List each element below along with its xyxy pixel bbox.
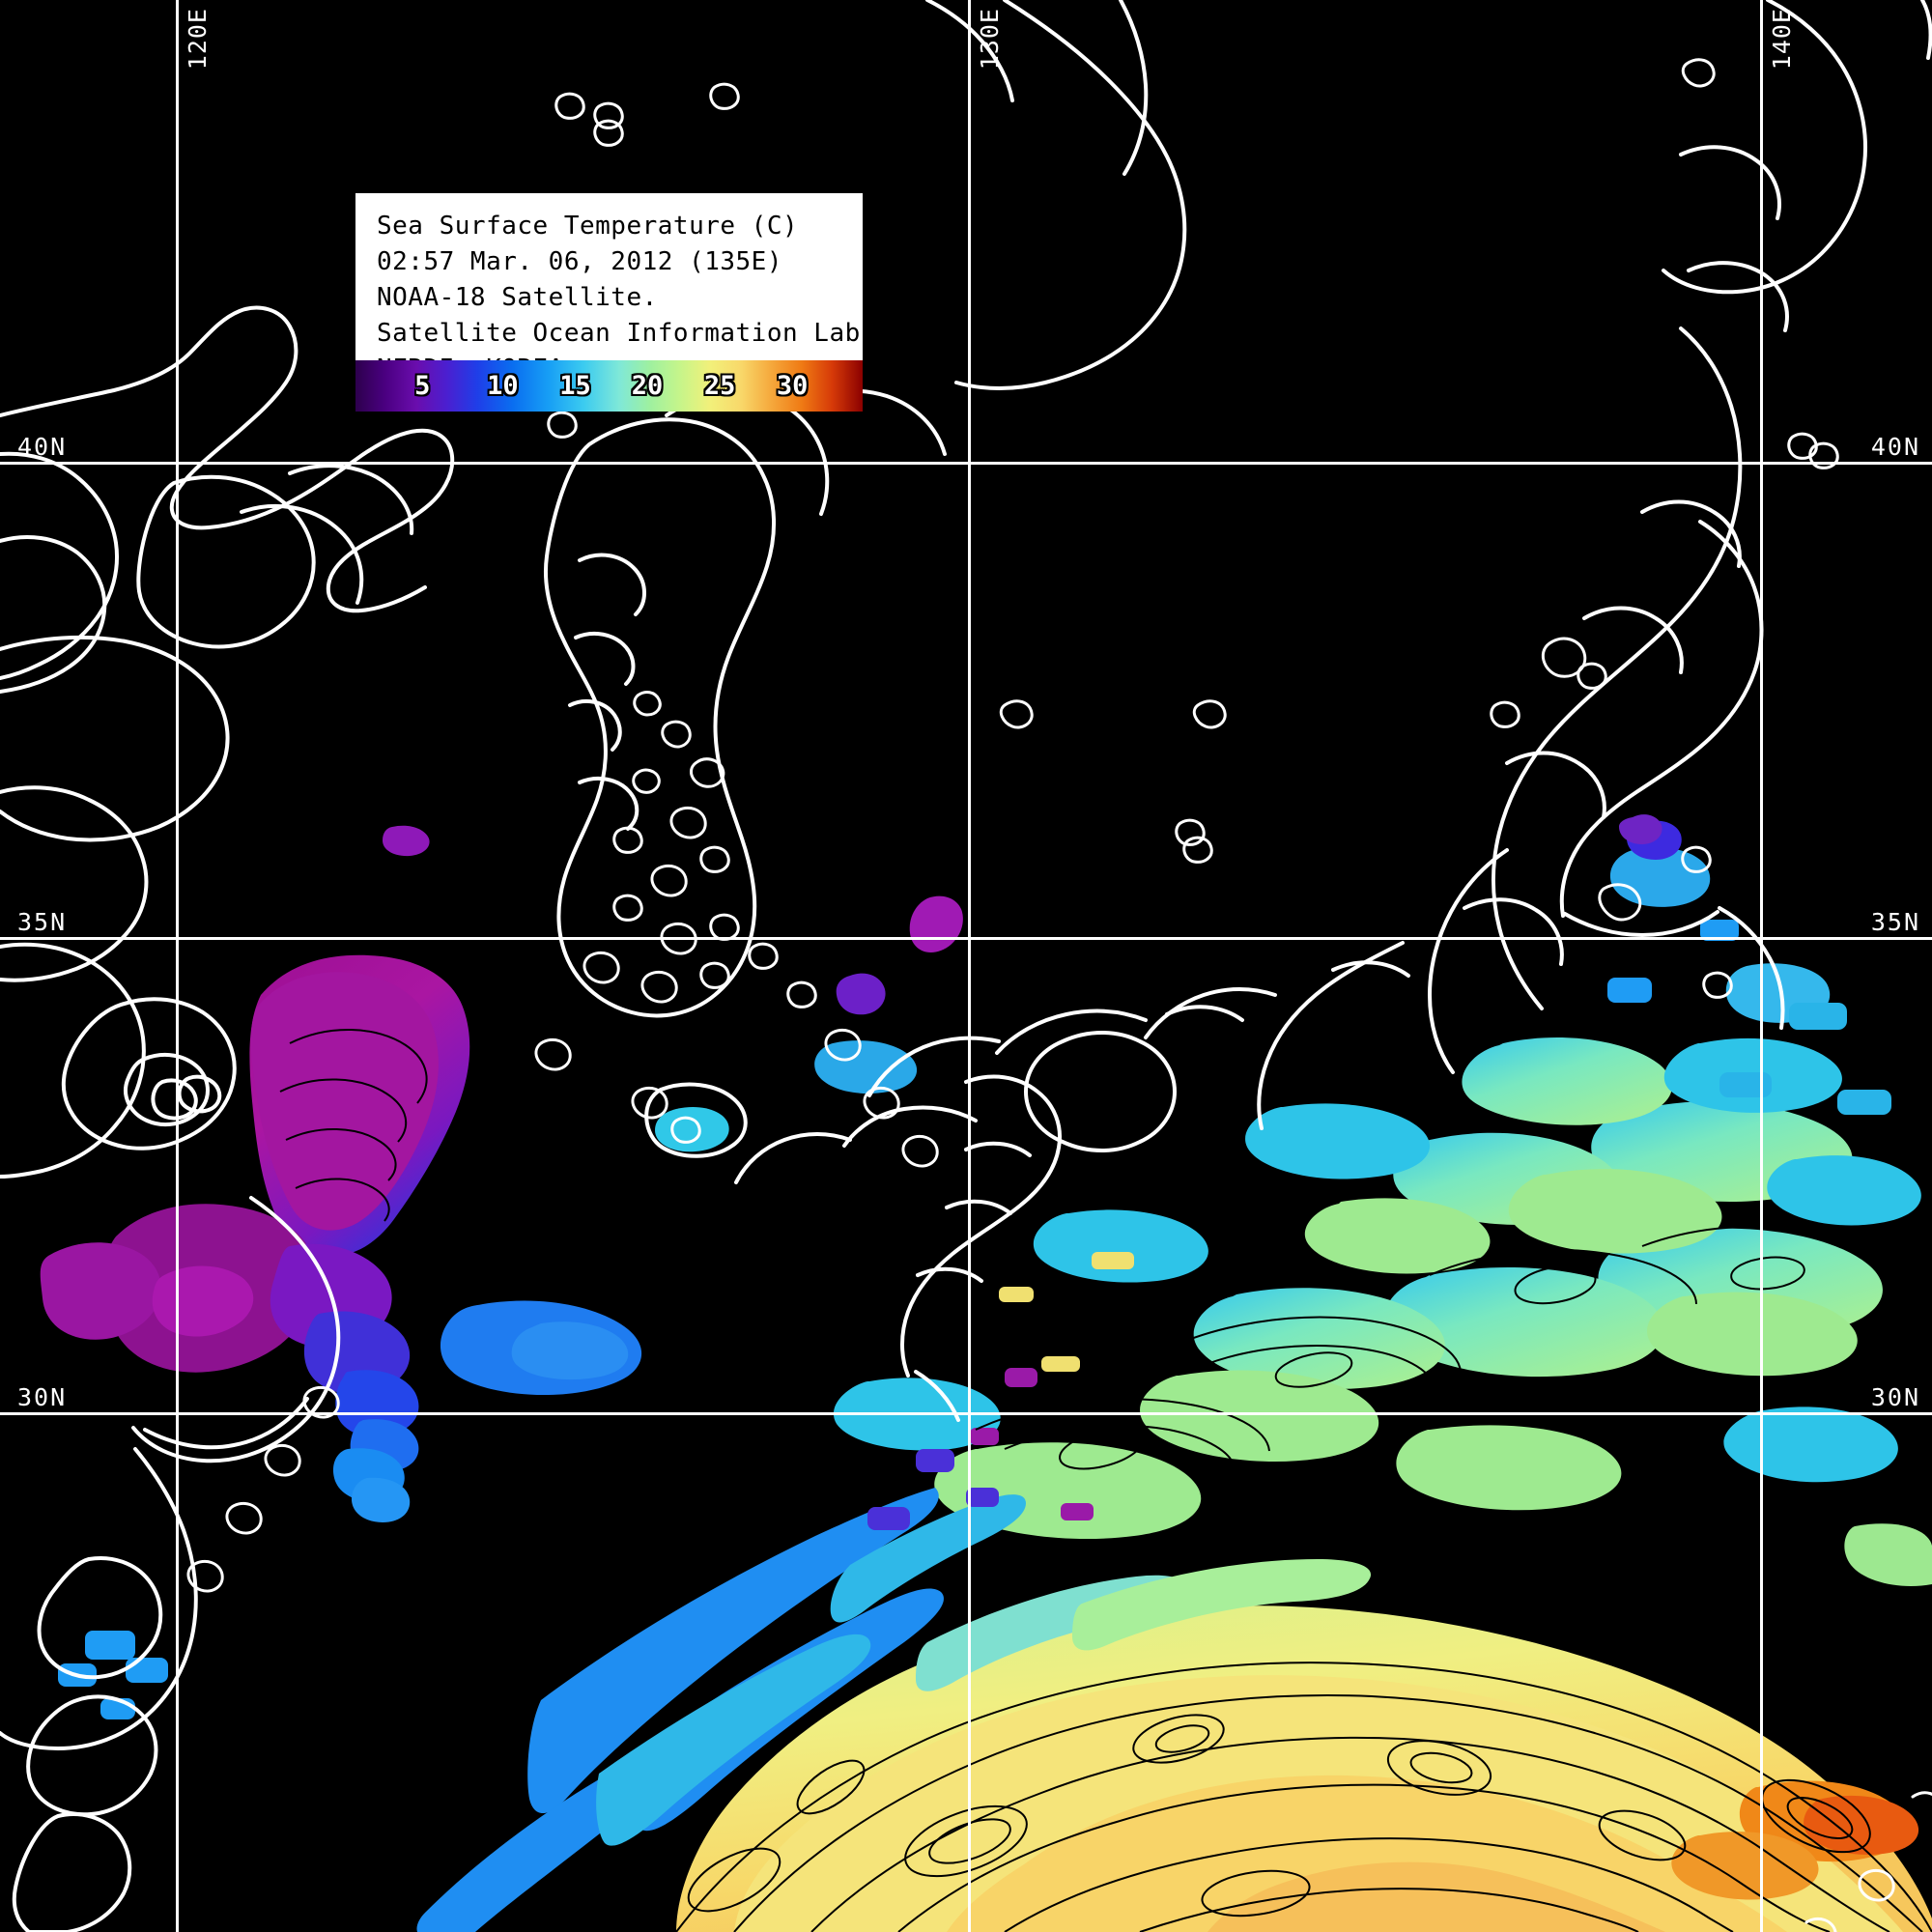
colorbar-gradient	[355, 360, 863, 412]
colorbar-tick-5: 5	[414, 371, 431, 401]
gridline-lat-35n	[0, 937, 1932, 940]
lon-label-120e: 120E	[184, 8, 212, 71]
colorbar-tick-15: 15	[559, 371, 591, 401]
lat-label-35n-left: 35N	[17, 908, 68, 936]
gridline-lat-40n	[0, 462, 1932, 465]
colorbar-tick-20: 20	[631, 371, 664, 401]
colorbar: 5 10 15 20 25 30	[355, 360, 863, 412]
gridline-lat-30n	[0, 1412, 1932, 1415]
lat-label-35n-right: 35N	[1870, 908, 1920, 936]
lon-label-130e: 130E	[976, 8, 1004, 71]
lat-label-40n-left: 40N	[17, 433, 68, 461]
legend-line-satellite: NOAA-18 Satellite.	[377, 282, 658, 312]
lat-label-30n-left: 30N	[17, 1383, 68, 1411]
gridline-lon-140e	[1760, 0, 1763, 1932]
gridline-lon-130e	[968, 0, 971, 1932]
lat-label-30n-right: 30N	[1870, 1383, 1920, 1411]
colorbar-tick-labels: 5 10 15 20 25 30	[355, 360, 863, 412]
colorbar-tick-25: 25	[703, 371, 736, 401]
legend-line-product: Sea Surface Temperature (C)	[377, 212, 799, 241]
gridline-lon-120e	[176, 0, 179, 1932]
colorbar-tick-30: 30	[776, 371, 809, 401]
lat-label-40n-right: 40N	[1870, 433, 1920, 461]
legend-line-lab: Satellite Ocean Information Lab.	[377, 318, 876, 348]
lon-label-140e: 140E	[1768, 8, 1796, 71]
legend-line-timestamp: 02:57 Mar. 06, 2012 (135E)	[377, 246, 782, 276]
colorbar-tick-10: 10	[487, 371, 519, 401]
